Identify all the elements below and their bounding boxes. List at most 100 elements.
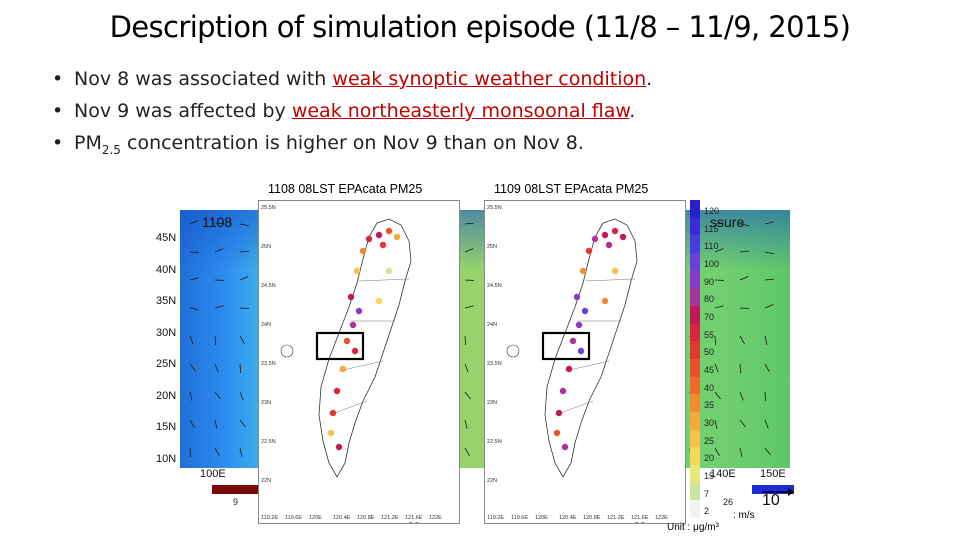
wind-colorbar-right — [752, 485, 794, 494]
colorbar-label: 90 — [704, 276, 715, 287]
colorbar-label: 35 — [704, 400, 715, 411]
wind-vector — [239, 419, 246, 428]
wind-lat-label: 35N — [156, 295, 177, 307]
map-lat-tick: 23.5N — [487, 361, 502, 367]
colorbar-label: 40 — [704, 382, 715, 393]
county-border — [358, 278, 410, 282]
wind-vector — [189, 391, 193, 401]
wind-vector — [189, 307, 199, 311]
map-lat-tick: 24.5N — [487, 283, 502, 289]
wind-map-title: 1108 — [202, 214, 233, 230]
wind-vector — [464, 248, 474, 253]
wind-vector — [239, 276, 249, 281]
wind-vector — [714, 419, 718, 429]
bullet-3-sub: 2.5 — [101, 142, 121, 157]
wind-bottom-right-label: 26 — [723, 497, 734, 507]
map-lon-tick: 120.4E — [333, 515, 351, 521]
station-dot — [559, 387, 567, 395]
colorbar-label: 70 — [704, 312, 715, 322]
wind-vector — [714, 447, 720, 457]
station-dot — [359, 247, 367, 255]
station-dot — [379, 241, 387, 249]
station-dot — [385, 227, 393, 235]
wind-map-title-right: ssure — [710, 214, 745, 230]
wind-vector — [214, 447, 220, 457]
penghu-islands — [506, 344, 520, 358]
wind-vector — [739, 363, 742, 374]
wind-lat-label: 25N — [156, 358, 177, 370]
colorbar-segment — [690, 305, 700, 324]
station-dot — [569, 337, 577, 345]
station-dot — [575, 321, 583, 329]
colorbar-label: 2 — [704, 506, 710, 517]
wind-vector — [239, 363, 242, 374]
station-dot — [611, 227, 619, 235]
colorbar-segment — [690, 358, 700, 377]
county-border — [338, 360, 384, 372]
station-dot — [555, 409, 563, 417]
colorbar-label: 110 — [704, 241, 719, 252]
station-dot — [605, 241, 613, 249]
station-dot — [355, 307, 363, 315]
wind-lat-label: 20N — [156, 389, 177, 402]
colorbar-segment — [690, 252, 700, 271]
bullet-3: • PM2.5 concentration is higher on Nov 9 … — [52, 132, 584, 157]
wind-vector — [464, 335, 467, 346]
station-dot — [553, 429, 561, 437]
map-lon-tick: 120E — [535, 515, 548, 521]
colorbar-label: 115 — [704, 223, 719, 234]
map-lon-tick: 121.6E — [405, 515, 423, 521]
pm-map-2: 25.5N 25N 24.5N 24N 23.5N 23N 22.5N 22N 119.2E 11… — [484, 200, 686, 529]
wind-lat-label: 10N — [156, 452, 177, 465]
penghu-islands — [280, 344, 294, 358]
pm-map-1: 25.5N 25N 24.5N 24N 23.5N 23N 22.5N 22N 119.2E 11… — [258, 200, 460, 529]
map-lon-tick: 122E — [655, 515, 668, 521]
wind-vector — [739, 391, 744, 401]
colorbar-label: 50 — [704, 347, 715, 358]
map-lat-tick: 22.5N — [487, 439, 502, 445]
station-dot — [585, 247, 593, 255]
station-dot — [591, 235, 599, 243]
wind-vector — [239, 335, 245, 345]
colorbar-segment — [690, 323, 700, 342]
station-dot — [335, 443, 343, 451]
wind-vector — [239, 250, 249, 253]
map-lon-tick: 120.4E — [559, 515, 577, 521]
pm-map-1-title: 1108 08LST EPAcata PM25 — [268, 182, 423, 196]
station-dot — [561, 443, 569, 451]
station-dot — [579, 267, 587, 275]
station-dot — [375, 297, 383, 305]
wind-vector — [764, 304, 774, 309]
map-lon-tick: 121.6E — [631, 515, 649, 521]
station-dot — [347, 293, 355, 301]
colorbar-segment — [690, 235, 700, 253]
wind-vector — [214, 248, 224, 253]
station-dot — [385, 267, 393, 275]
map-lon-tick: 119.6E — [511, 515, 528, 521]
wind-vector — [714, 391, 721, 400]
wind-vector — [764, 447, 771, 456]
bullet-1-text: Nov 8 was associated with — [74, 68, 333, 90]
map-lon-tick: 119.2E — [261, 515, 278, 521]
wind-vector — [764, 391, 767, 402]
wind-vector — [464, 305, 474, 309]
station-dot — [393, 233, 401, 241]
wind-vector — [764, 251, 774, 255]
colorbar-segment — [690, 217, 700, 236]
station-dot — [349, 321, 357, 329]
bullet-3-pm: PM — [74, 132, 102, 154]
wind-vector — [189, 220, 199, 225]
map-lon-tick: 120E — [309, 515, 322, 521]
wind-lon-label-1: 100E — [200, 468, 226, 480]
colorbar-segment — [690, 482, 700, 501]
station-dot — [565, 365, 573, 373]
wind-lat-label: 15N — [156, 421, 177, 433]
focus-region-box — [315, 331, 365, 361]
wind-vector — [714, 222, 724, 225]
map-lon-tick: 121.2E — [607, 515, 625, 521]
map-lat-tick: 24N — [261, 322, 271, 328]
wind-vector — [189, 447, 192, 458]
wind-vector — [714, 305, 724, 309]
colorbar-segment — [690, 288, 700, 306]
map-lat-tick: 25N — [487, 244, 497, 250]
